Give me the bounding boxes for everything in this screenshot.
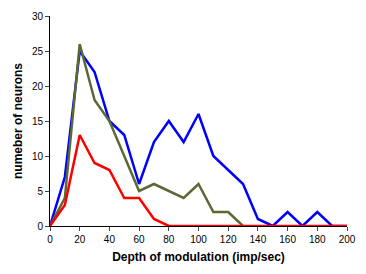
svg-text:80: 80 [163,234,175,245]
svg-text:160: 160 [279,234,296,245]
svg-text:0: 0 [47,234,53,245]
svg-text:20: 20 [32,81,44,92]
svg-text:5: 5 [37,186,43,197]
svg-text:15: 15 [32,116,44,127]
svg-text:10: 10 [32,151,44,162]
svg-text:140: 140 [250,234,267,245]
svg-text:20: 20 [74,234,86,245]
svg-text:numeber of neurons: numeber of neurons [11,63,25,179]
svg-text:25: 25 [32,46,44,57]
svg-text:200: 200 [339,234,356,245]
svg-text:180: 180 [309,234,326,245]
svg-text:120: 120 [220,234,237,245]
svg-text:60: 60 [134,234,146,245]
svg-text:40: 40 [104,234,116,245]
svg-text:Depth of modulation (imp/sec): Depth of modulation (imp/sec) [112,250,285,264]
svg-text:30: 30 [32,11,44,22]
svg-text:100: 100 [190,234,207,245]
svg-text:0: 0 [37,221,43,232]
